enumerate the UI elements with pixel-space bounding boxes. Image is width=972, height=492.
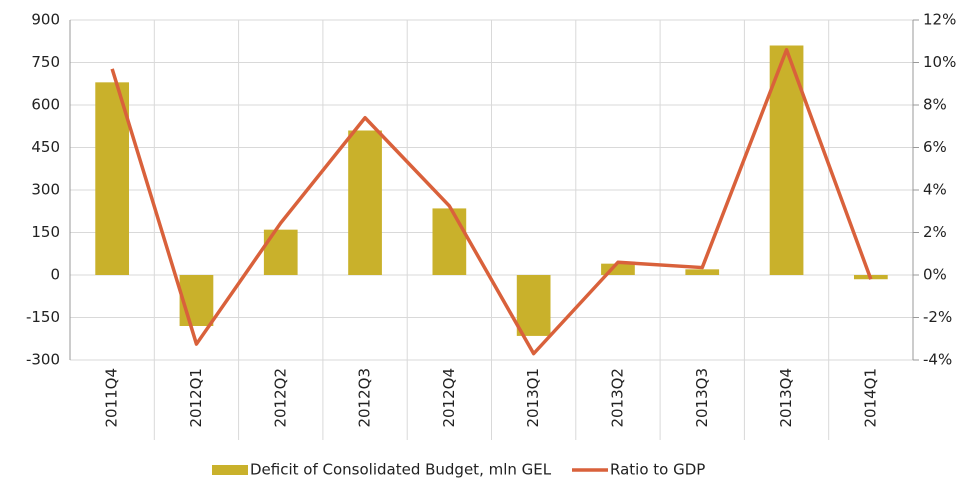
y2-tick-label: 8% xyxy=(923,96,947,114)
x-tick-label: 2013Q2 xyxy=(608,368,626,428)
bar xyxy=(432,208,467,275)
bar xyxy=(263,229,298,275)
line xyxy=(110,48,873,356)
y-tick-label: 900 xyxy=(31,11,60,29)
y2-tick-label: -2% xyxy=(923,308,952,326)
legend-swatch xyxy=(212,465,248,475)
y-tick-label: -150 xyxy=(26,308,60,326)
y-tick-label: 450 xyxy=(31,138,60,156)
x-tick-label: 2013Q3 xyxy=(693,368,711,428)
legend-label: Ratio to GDP xyxy=(610,461,705,479)
legend-label: Deficit of Consolidated Budget, mln GEL xyxy=(250,461,552,479)
bar xyxy=(95,82,130,275)
y2-tick-label: 12% xyxy=(923,11,956,29)
bar xyxy=(516,275,551,336)
bar xyxy=(601,263,635,275)
bar xyxy=(179,275,214,326)
y-tick-label: 150 xyxy=(31,223,60,241)
y2-tick-label: 10% xyxy=(923,53,956,71)
y-tick-label: 0 xyxy=(50,266,60,284)
x-tick-label: 2012Q4 xyxy=(440,368,458,428)
x-tick-label: 2013Q4 xyxy=(777,368,795,428)
x-tick-label: 2012Q2 xyxy=(271,368,289,428)
y-tick-label: -300 xyxy=(26,351,60,369)
y2-tick-label: 6% xyxy=(923,138,947,156)
bar xyxy=(348,130,382,275)
y-tick-label: 300 xyxy=(31,181,60,199)
y2-tick-label: 0% xyxy=(923,266,947,284)
x-tick-label: 2013Q1 xyxy=(524,368,542,428)
y-tick-label: 600 xyxy=(31,96,60,114)
x-tick-label: 2014Q1 xyxy=(861,368,879,428)
x-tick-label: 2011Q4 xyxy=(103,368,121,428)
bar xyxy=(685,269,720,275)
y2-tick-label: 2% xyxy=(923,223,947,241)
x-tick-label: 2012Q1 xyxy=(187,368,205,428)
x-tick-label: 2012Q3 xyxy=(356,368,374,428)
y-tick-label: 750 xyxy=(31,53,60,71)
y2-tick-label: -4% xyxy=(923,351,952,369)
y2-tick-label: 4% xyxy=(923,181,947,199)
